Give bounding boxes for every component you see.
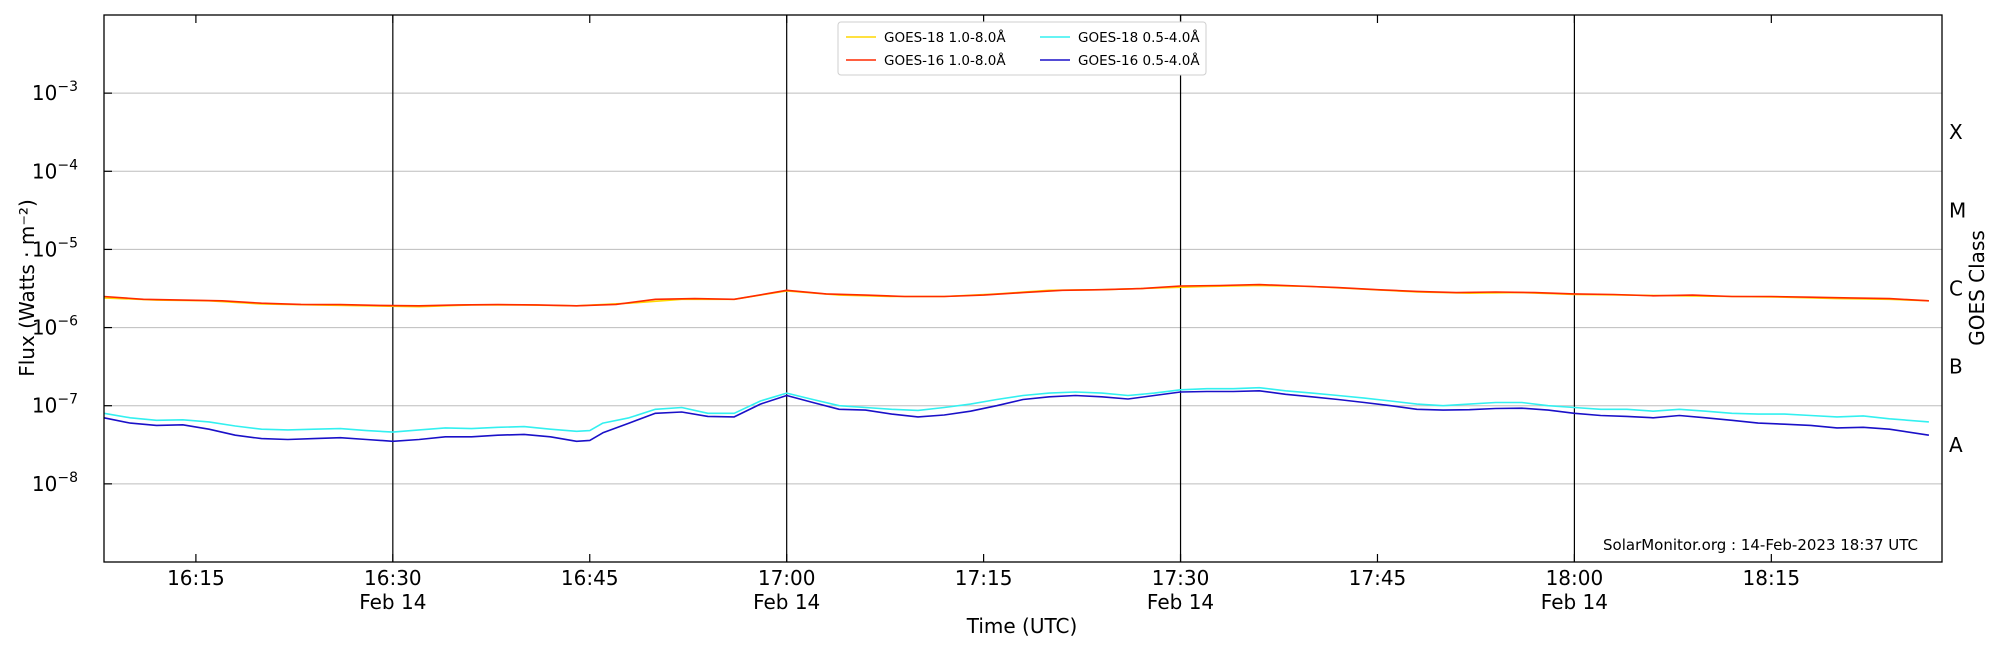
goes-class-label: B (1949, 355, 1963, 379)
y-axis-title: Flux (Watts · m⁻²) (15, 199, 39, 377)
series-line-2 (103, 283, 1929, 307)
goes-class-label: X (1949, 120, 1963, 144)
legend-label: GOES-16 0.5-4.0Å (1078, 52, 1200, 69)
x-tick-label: 18:00 (1546, 566, 1604, 590)
x-tick-date-label: Feb 14 (1147, 590, 1214, 614)
y-tick-label: 10−5 (32, 235, 78, 261)
legend-label: GOES-18 0.5-4.0Å (1078, 29, 1200, 46)
legend: GOES-18 1.0-8.0Å GOES-16 1.0-8.0Å GOES-18 … (837, 21, 1207, 76)
x-tick-label: 16:15 (167, 566, 225, 590)
series-line-4 (103, 389, 1930, 443)
x-tick-label: 17:15 (955, 566, 1013, 590)
series-layer (103, 283, 1930, 443)
y-tick-label: 10−3 (32, 79, 78, 105)
series-line-3 (103, 386, 1929, 433)
y-tick-label: 10−7 (32, 392, 78, 418)
goes-class-label: A (1949, 433, 1963, 457)
goes-class-label: C (1949, 277, 1963, 301)
x-tick-label: 17:00 (758, 566, 816, 590)
x-tick-label: 16:30 (364, 566, 422, 590)
credit-annotation: SolarMonitor.org : 14-Feb-2023 18:37 UTC (1603, 536, 1918, 554)
y-tick-label: 10−6 (32, 314, 78, 340)
x-tick-label: 18:15 (1743, 566, 1801, 590)
x-tick-date-label: Feb 14 (753, 590, 820, 614)
y-tick-label: 10−4 (32, 157, 78, 183)
goes-class-axis: A B C M X (1949, 120, 1966, 457)
x-tick-label: 16:45 (561, 566, 619, 590)
x-tick-date-label: Feb 14 (359, 590, 426, 614)
plot-frame (103, 14, 1943, 563)
x-tick-date-label: Feb 14 (1541, 590, 1608, 614)
x-tick-label: 17:45 (1349, 566, 1407, 590)
y-tick-label: 10−8 (32, 470, 78, 496)
legend-label: GOES-16 1.0-8.0Å (884, 52, 1006, 69)
x-tick-label: 17:30 (1152, 566, 1210, 590)
x-axis-title: Time (UTC) (966, 614, 1078, 638)
goes-class-axis-title: GOES Class (1965, 230, 1989, 346)
goes-class-label: M (1949, 198, 1966, 222)
grid-layer (104, 15, 1942, 562)
y-axis: 10−8 10−7 10−6 10−5 10−4 10−3 (32, 79, 112, 496)
legend-label: GOES-18 1.0-8.0Å (884, 29, 1006, 46)
legend-box (837, 21, 1207, 76)
